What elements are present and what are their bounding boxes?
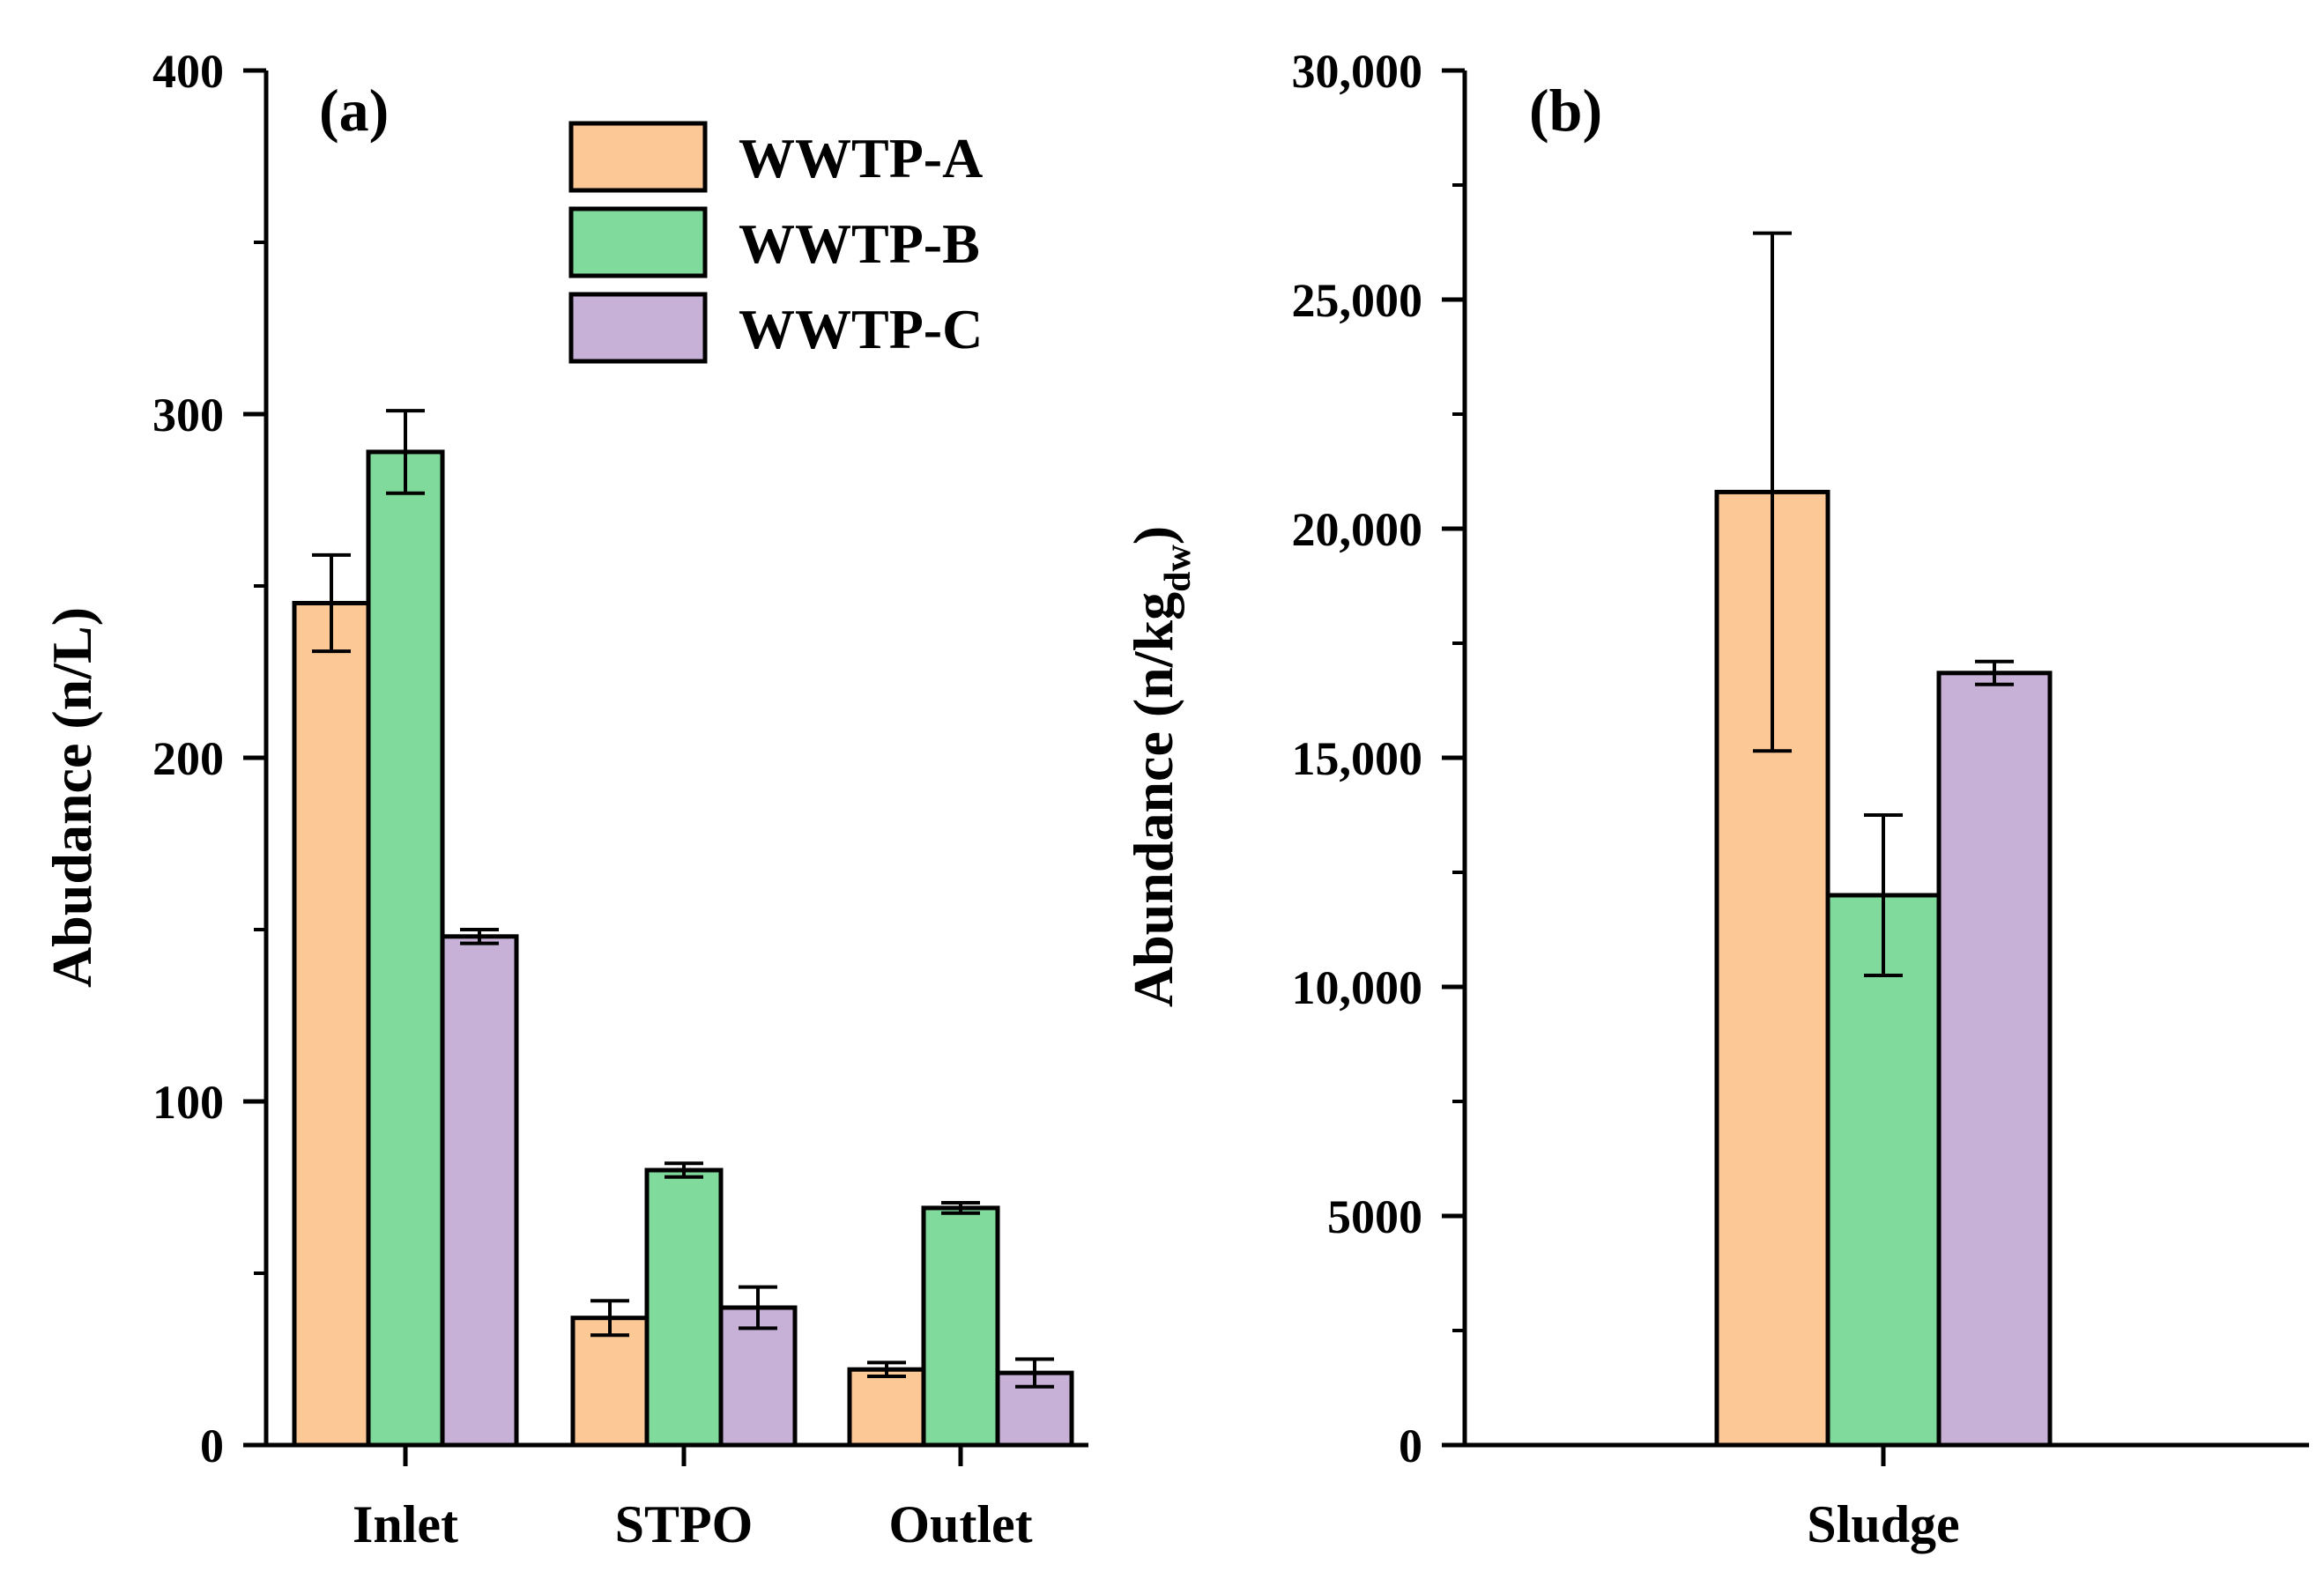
x-tick-label: Inlet — [353, 1495, 458, 1553]
y-tick-label: 15,000 — [1292, 732, 1423, 785]
panel-label: (a) — [319, 77, 389, 144]
y-tick-label: 400 — [152, 45, 224, 98]
y-axis-title: Abudance (n/L) — [41, 607, 103, 988]
y-axis-title-subscript: dw — [1158, 545, 1199, 592]
x-tick-label: STPO — [615, 1495, 754, 1553]
panel-b-chart: 0 5000 10,000 15,000 20,000 25,000 30,000 Sludg… — [1122, 45, 2309, 1553]
legend-label: WWTP-C — [739, 298, 983, 360]
y-tick-label: 100 — [152, 1076, 224, 1129]
y-tick-label: 300 — [152, 389, 224, 441]
y-tick-label: 0 — [200, 1420, 224, 1472]
y-tick-label: 25,000 — [1292, 274, 1423, 327]
y-axis-title: Abundance (n/kgdw) — [1122, 526, 1199, 1007]
bar-wwtp-a-outlet — [847, 1367, 926, 1448]
y-tick-label: 20,000 — [1292, 503, 1423, 556]
legend-swatch-wwtp-b — [568, 206, 708, 278]
y-axis-title-main: Abundance (n/kg — [1122, 592, 1184, 1007]
panel-label: (b) — [1529, 77, 1602, 144]
legend-swatch-wwtp-a — [568, 121, 708, 193]
y-tick-label: 0 — [1399, 1420, 1422, 1472]
bar-wwtp-b-inlet — [366, 449, 445, 1448]
bar-wwtp-b-outlet — [921, 1205, 1000, 1448]
legend-label: WWTP-B — [739, 212, 980, 275]
legend-label: WWTP-A — [739, 127, 983, 189]
y-tick-label: 10,000 — [1292, 961, 1423, 1014]
x-tick-label: Sludge — [1807, 1495, 1959, 1553]
panel-a-chart: 0 100 200 300 400 Inlet STPO Outlet Abudance (n/… — [41, 45, 1088, 1553]
bar-wwtp-b-sludge — [1825, 893, 1942, 1448]
y-tick-label: 30,000 — [1292, 45, 1423, 98]
y-axis-title-end: ) — [1122, 526, 1184, 545]
y-tick-label: 200 — [152, 732, 224, 785]
bar-wwtp-c-stpo — [718, 1305, 798, 1448]
legend-swatch-wwtp-c — [568, 292, 708, 364]
bar-wwtp-c-sludge — [1936, 671, 2053, 1448]
y-tick-label: 5000 — [1327, 1190, 1422, 1243]
bar-wwtp-a-stpo — [570, 1316, 650, 1448]
bar-wwtp-c-inlet — [440, 934, 519, 1448]
bar-wwtp-b-stpo — [644, 1168, 724, 1448]
x-tick-label: Outlet — [888, 1495, 1032, 1553]
bar-wwtp-a-inlet — [292, 601, 371, 1448]
